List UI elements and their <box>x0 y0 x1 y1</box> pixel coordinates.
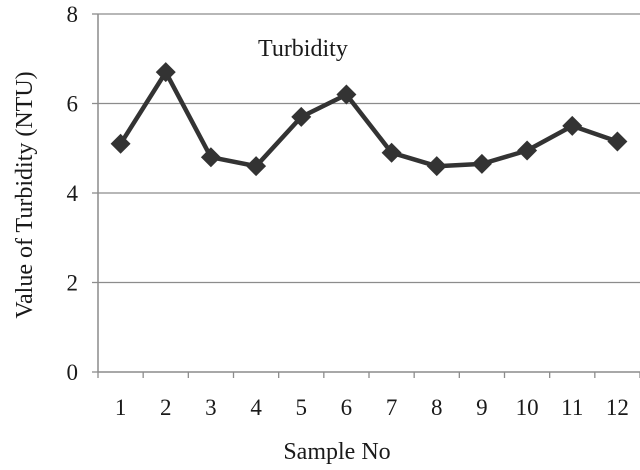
x-axis-title: Sample No <box>283 439 390 465</box>
data-point-2 <box>155 62 176 83</box>
data-point-10 <box>517 140 538 161</box>
series-label: Turbidity <box>258 36 348 62</box>
data-point-6 <box>336 84 357 105</box>
data-point-5 <box>291 106 312 127</box>
data-point-7 <box>381 142 402 163</box>
x-tick-label-6: 6 <box>341 395 353 420</box>
x-tick-label-10: 10 <box>516 395 539 420</box>
data-point-9 <box>471 153 492 174</box>
x-tick-label-12: 12 <box>606 395 629 420</box>
y-tick-label-2: 2 <box>67 271 79 296</box>
y-tick-label-0: 0 <box>67 360 79 385</box>
x-tick-label-11: 11 <box>561 395 583 420</box>
x-tick-label-1: 1 <box>115 395 127 420</box>
axes <box>92 13 640 378</box>
x-tick-label-2: 2 <box>160 395 172 420</box>
x-tick-label-9: 9 <box>476 395 488 420</box>
x-tick-label-7: 7 <box>386 395 398 420</box>
data-point-11 <box>562 115 583 136</box>
y-tick-label-6: 6 <box>67 92 79 117</box>
data-point-1 <box>110 133 131 154</box>
y-tick-labels: 0 2 4 6 8 <box>67 2 79 385</box>
data-point-8 <box>426 156 447 177</box>
series-line <box>118 69 619 169</box>
data-point-4 <box>246 156 267 177</box>
x-tick-label-4: 4 <box>250 395 262 420</box>
x-tick-label-3: 3 <box>205 395 217 420</box>
data-point-3 <box>200 147 221 168</box>
y-tick-label-4: 4 <box>67 181 79 206</box>
gridlines <box>98 13 640 284</box>
data-point-12 <box>607 131 628 152</box>
y-tick-label-8: 8 <box>67 2 79 27</box>
x-tick-label-5: 5 <box>296 395 308 420</box>
series-turbidity <box>110 62 628 177</box>
x-tick-label-8: 8 <box>431 395 443 420</box>
x-tick-labels: 1 2 3 4 5 6 7 8 9 10 11 12 <box>115 395 629 420</box>
y-axis-title: Value of Turbidity (NTU) <box>12 71 38 318</box>
